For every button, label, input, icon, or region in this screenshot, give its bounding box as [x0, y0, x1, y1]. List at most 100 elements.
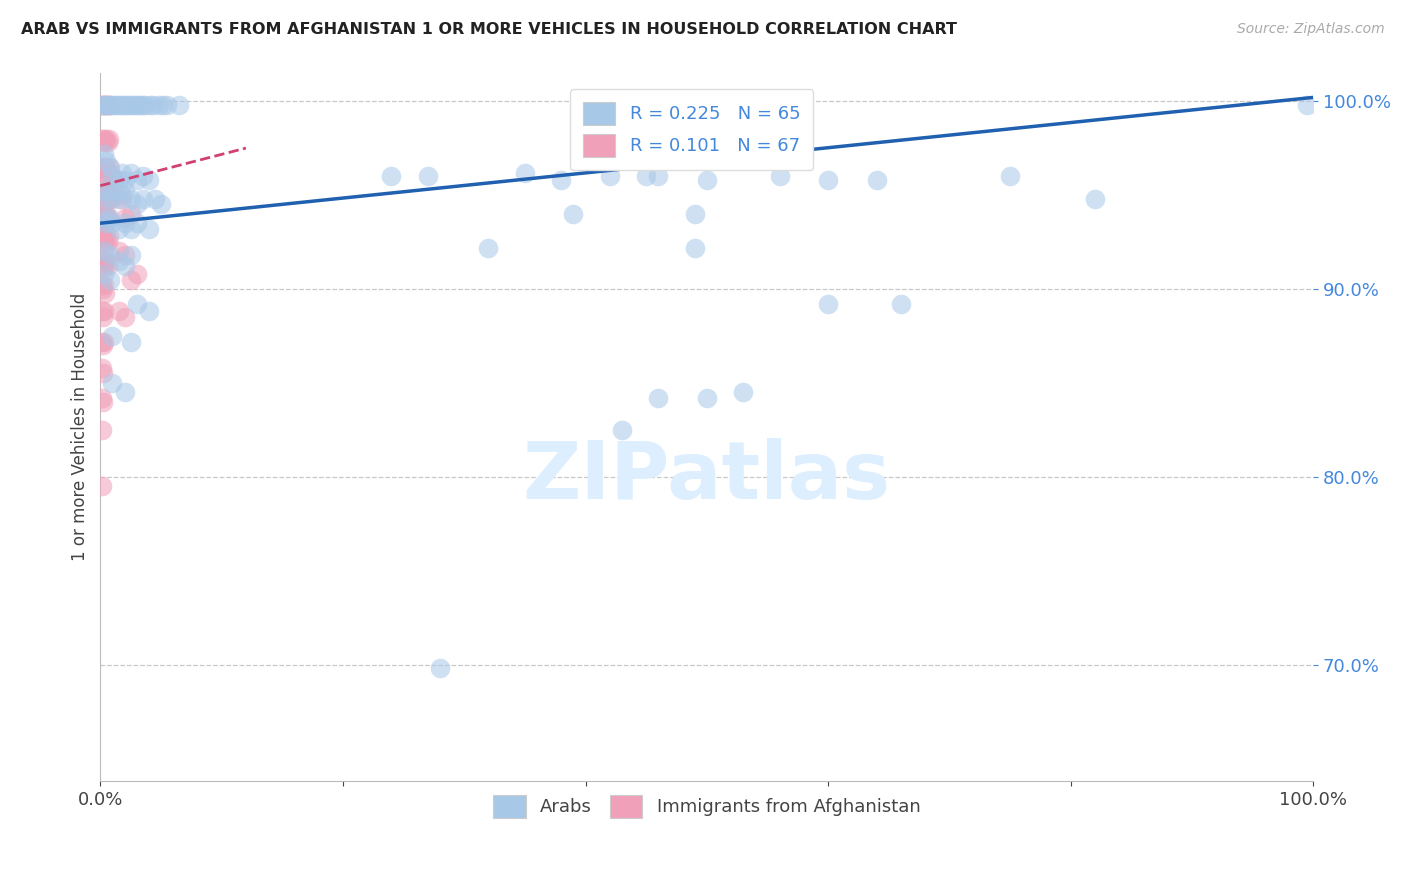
Point: [120, 222, 142, 236]
Point: [91, 188, 114, 202]
Point: [97, 260, 120, 274]
Point: [94, 211, 117, 225]
Point: [97, 211, 120, 225]
Point: [90, 160, 112, 174]
Point: [156, 98, 179, 112]
Point: [107, 244, 129, 259]
Point: [125, 267, 148, 281]
Point: [96, 98, 118, 112]
Point: [91, 165, 114, 179]
Point: [94, 98, 117, 112]
Point: [696, 173, 718, 187]
Point: [97, 165, 120, 179]
Point: [91, 367, 114, 381]
Point: [93, 184, 115, 198]
Point: [91, 260, 114, 274]
Point: [97, 235, 120, 249]
Point: [120, 207, 142, 221]
Point: [90, 253, 112, 268]
Point: [90, 360, 112, 375]
Point: [91, 310, 114, 325]
Point: [94, 192, 117, 206]
Point: [101, 329, 124, 343]
Point: [91, 98, 114, 112]
Point: [114, 184, 136, 198]
Point: [101, 216, 124, 230]
Point: [107, 222, 129, 236]
Point: [139, 98, 162, 112]
Point: [998, 169, 1021, 184]
Point: [138, 304, 160, 318]
Point: [733, 385, 755, 400]
Point: [132, 169, 155, 184]
Point: [143, 192, 166, 206]
Point: [150, 197, 173, 211]
Point: [124, 98, 146, 112]
Point: [120, 98, 142, 112]
Point: [148, 98, 170, 112]
Point: [111, 165, 134, 179]
Point: [1084, 192, 1107, 206]
Point: [97, 136, 120, 150]
Point: [97, 98, 120, 112]
Point: [91, 211, 114, 225]
Point: [107, 253, 129, 268]
Point: [110, 98, 132, 112]
Text: Source: ZipAtlas.com: Source: ZipAtlas.com: [1237, 22, 1385, 37]
Point: [107, 304, 129, 318]
Point: [890, 297, 912, 311]
Point: [122, 98, 145, 112]
Point: [132, 192, 155, 206]
Point: [513, 165, 536, 179]
Point: [98, 98, 121, 112]
Point: [94, 235, 117, 249]
Point: [98, 160, 121, 174]
Point: [97, 98, 120, 112]
Point: [107, 192, 129, 206]
Point: [90, 184, 112, 198]
Point: [96, 132, 118, 146]
Point: [97, 132, 120, 146]
Point: [93, 160, 115, 174]
Point: [114, 248, 136, 262]
Point: [817, 297, 839, 311]
Point: [138, 222, 160, 236]
Point: [100, 98, 122, 112]
Point: [96, 98, 118, 112]
Point: [562, 207, 585, 221]
Point: [94, 165, 117, 179]
Point: [107, 173, 129, 187]
Point: [96, 184, 118, 198]
Point: [114, 216, 136, 230]
Point: [98, 272, 121, 286]
Point: [90, 334, 112, 349]
Point: [125, 297, 148, 311]
Point: [125, 197, 148, 211]
Point: [101, 376, 124, 390]
Point: [599, 169, 621, 184]
Point: [429, 661, 451, 675]
Point: [96, 207, 118, 221]
Point: [125, 216, 148, 230]
Point: [96, 160, 118, 174]
Point: [93, 211, 115, 225]
Point: [91, 282, 114, 296]
Point: [94, 285, 117, 300]
Point: [105, 98, 128, 112]
Point: [134, 98, 156, 112]
Point: [91, 394, 114, 409]
Point: [97, 229, 120, 244]
Point: [550, 173, 572, 187]
Point: [610, 423, 633, 437]
Legend: Arabs, Immigrants from Afghanistan: Arabs, Immigrants from Afghanistan: [486, 788, 928, 825]
Point: [90, 207, 112, 221]
Point: [107, 184, 129, 198]
Point: [91, 338, 114, 352]
Point: [90, 479, 112, 493]
Point: [93, 229, 115, 244]
Point: [93, 98, 115, 112]
Point: [683, 241, 706, 255]
Point: [96, 229, 118, 244]
Point: [120, 334, 142, 349]
Point: [1296, 98, 1319, 112]
